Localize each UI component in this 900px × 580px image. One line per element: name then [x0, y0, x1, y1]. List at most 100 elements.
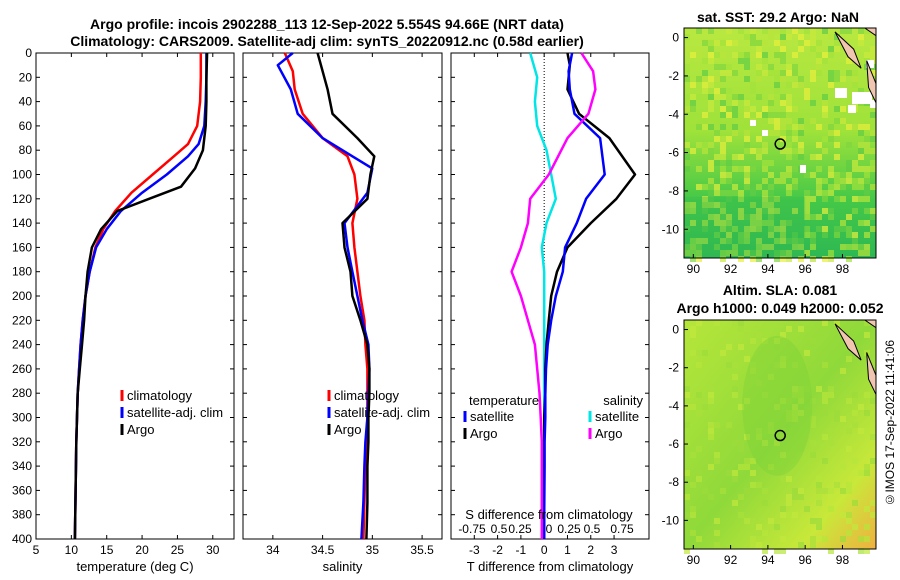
- sst-map-cell: [690, 52, 696, 58]
- sla-map-cell: [702, 488, 708, 494]
- sla-map-cell: [750, 362, 756, 368]
- sst-map-cell: [864, 166, 870, 172]
- sla-map-cell: [756, 530, 762, 536]
- sla-map-cell: [738, 326, 744, 332]
- difference-xtick-label: 1: [564, 543, 571, 557]
- sla-map-frame: [683, 319, 877, 550]
- sst-map-cell: [696, 184, 702, 190]
- sst-map-cell: [780, 94, 786, 100]
- sst-map-cell: [720, 220, 726, 226]
- sla-map-cell: [750, 524, 756, 530]
- sla-map-cell: [822, 410, 828, 416]
- sst-map-cell: [870, 160, 876, 166]
- sst-map-cell: [684, 244, 690, 250]
- sst-map-cell: [864, 190, 870, 196]
- sst-map-missing-cell: [848, 105, 856, 113]
- sst-map-cell: [708, 202, 714, 208]
- sla-map-cell: [708, 422, 714, 428]
- sla-map-cell: [840, 488, 846, 494]
- sst-map-cell: [828, 250, 834, 256]
- sst-map-cell: [720, 94, 726, 100]
- sst-map-cell: [852, 232, 858, 238]
- sst-map-cell: [738, 214, 744, 220]
- sst-map-cell: [822, 106, 828, 112]
- sla-map-cell: [684, 470, 690, 476]
- sst-map-cell: [702, 208, 708, 214]
- sst-map-cell: [810, 100, 816, 106]
- sst-map-cell: [870, 52, 876, 58]
- difference-legend-header-salinity: salinity: [603, 393, 643, 408]
- sla-map-cell: [732, 386, 738, 392]
- sst-map-cell: [780, 238, 786, 244]
- salinity-series-satellite-adj-clim: [276, 52, 374, 540]
- sst-map-cell: [780, 76, 786, 82]
- sla-map-cell: [786, 410, 792, 416]
- sla-map-cell: [756, 524, 762, 530]
- sst-map-cell: [756, 70, 762, 76]
- sst-map-cell: [816, 58, 822, 64]
- sst-map-cell: [864, 250, 870, 256]
- sst-map-cell: [834, 106, 840, 112]
- sst-map-cell: [780, 28, 786, 34]
- sst-map-cell: [762, 52, 768, 58]
- sst-map-cell: [744, 58, 750, 64]
- sst-map-cell: [714, 76, 720, 82]
- ytick-label: 140: [12, 216, 32, 230]
- sst-map-cell: [762, 124, 768, 130]
- sst-map-cell: [786, 64, 792, 70]
- sst-map-cell: [702, 142, 708, 148]
- sst-map-cell: [852, 76, 858, 82]
- sst-map-cell: [804, 172, 810, 178]
- sla-map-argo-marker: [774, 429, 786, 442]
- sst-map-cell: [858, 250, 864, 256]
- sst-map-cell: [684, 154, 690, 160]
- sst-map-cell: [792, 184, 798, 190]
- temperature-xtick-label: 25: [171, 543, 185, 557]
- sst-map-cell: [696, 244, 702, 250]
- sst-map-cell: [702, 40, 708, 46]
- sst-map-cell: [828, 136, 834, 142]
- sst-map-cell: [834, 130, 840, 136]
- difference-legend-label: Argo: [595, 426, 622, 441]
- sst-map-cell: [732, 106, 738, 112]
- sst-map-cell: [684, 208, 690, 214]
- sst-map-cell: [846, 244, 852, 250]
- sla-map-cell: [786, 398, 792, 404]
- sst-map-cell: [714, 190, 720, 196]
- sst-map-cell: [702, 238, 708, 244]
- sst-map-cell: [684, 142, 690, 148]
- salinity-xtick-label: 35.5: [410, 543, 434, 557]
- sla-map-cell: [792, 488, 798, 494]
- sst-map-cell: [810, 46, 816, 52]
- sst-map-cell: [864, 232, 870, 238]
- sla-map-cell: [708, 494, 714, 500]
- sst-map-cell: [750, 52, 756, 58]
- sst-map-cell: [762, 28, 768, 34]
- sla-map-cell: [684, 512, 690, 518]
- sla-map-cell: [780, 452, 786, 458]
- ytick-label: 80: [19, 143, 33, 157]
- salinity-xtick-label: 34.5: [311, 543, 335, 557]
- sst-map-cell: [858, 184, 864, 190]
- sst-map-cell: [846, 214, 852, 220]
- sst-map-cell: [750, 148, 756, 154]
- sst-map-cell: [810, 256, 816, 262]
- sst-map-cell: [708, 154, 714, 160]
- sst-map-cell: [858, 166, 864, 172]
- sla-map-cell: [690, 482, 696, 488]
- sst-map-cell: [816, 142, 822, 148]
- sst-map-cell: [834, 232, 840, 238]
- sst-map-cell: [828, 124, 834, 130]
- sla-map-cell: [762, 392, 768, 398]
- sla-map-cell: [708, 428, 714, 434]
- sst-map-cell: [828, 190, 834, 196]
- sst-map-cell: [690, 82, 696, 88]
- sla-map-ytick-label: -10: [662, 513, 680, 527]
- sla-map-title-line1: Altim. SLA: 0.081: [723, 282, 838, 298]
- sst-map-cell: [870, 46, 876, 52]
- sla-map-cell: [768, 428, 774, 434]
- ytick-label: 100: [12, 168, 32, 182]
- sst-map-cell: [762, 40, 768, 46]
- sst-map-cell: [786, 154, 792, 160]
- sst-map-cell: [852, 238, 858, 244]
